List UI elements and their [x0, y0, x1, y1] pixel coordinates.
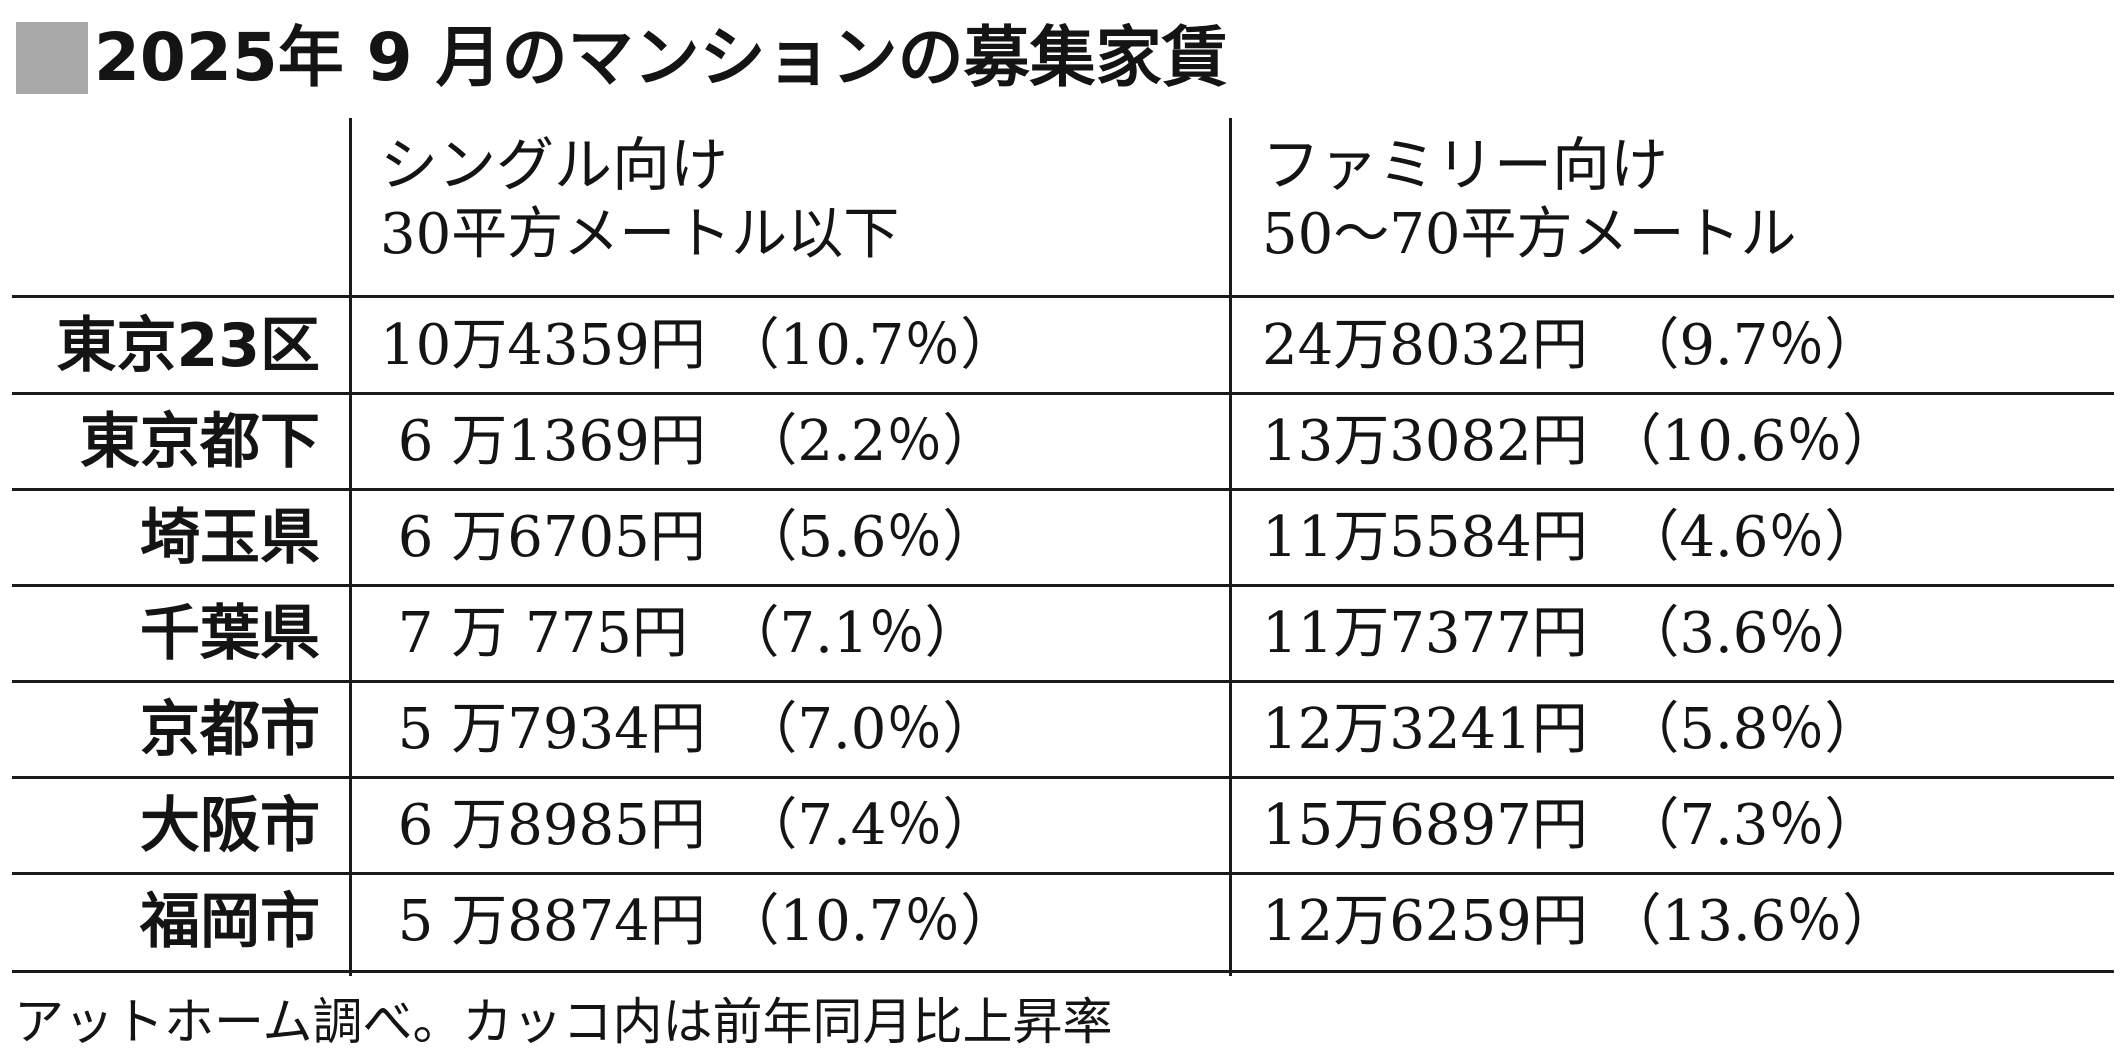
header-bottom-rule	[12, 295, 2114, 298]
row-label: 東京23区	[56, 311, 321, 381]
row-label: 東京都下	[80, 407, 320, 477]
single-rent-cell: 10万4359円 （10.7％）	[380, 313, 1017, 378]
page-title-row: 2025年 9 月のマンションの募集家賃	[16, 18, 1228, 98]
family-rent-cell: 12万6259円 （13.6％）	[1262, 889, 1899, 954]
source-footnote: アットホーム調べ。カッコ内は前年同月比上昇率	[14, 993, 1113, 1051]
family-rent-cell: 24万8032円 （9.7％）	[1262, 313, 1881, 378]
column-header-single-sub: 30平方メートル以下	[380, 202, 900, 267]
row-divider	[12, 680, 2114, 683]
row-divider	[12, 392, 2114, 395]
column-header-family-label: ファミリー向け	[1262, 131, 1669, 199]
family-rent-cell: 11万5584円 （4.6％）	[1262, 505, 1881, 570]
single-rent-cell: 7 万 775円 （7.1％）	[380, 601, 981, 666]
row-divider	[12, 488, 2114, 491]
family-rent-cell: 11万7377円 （3.6％）	[1262, 601, 1881, 666]
row-label: 大阪市	[140, 791, 320, 861]
column-header-family-sub: 50〜70平方メートル	[1262, 202, 1797, 267]
title-marker-square	[16, 22, 88, 94]
family-rent-cell: 15万6897円 （7.3％）	[1262, 793, 1881, 858]
single-rent-cell: 6 万1369円 （2.2％）	[380, 409, 999, 474]
table-bottom-rule	[12, 970, 2114, 973]
row-label: 埼玉県	[140, 503, 320, 573]
column-header-single-label: シングル向け	[380, 131, 729, 199]
single-rent-cell: 5 万8874円 （10.7％）	[380, 889, 1017, 954]
single-rent-cell: 6 万6705円 （5.6％）	[380, 505, 999, 570]
single-rent-cell: 5 万7934円 （7.0％）	[380, 697, 999, 762]
family-rent-cell: 12万3241円 （5.8％）	[1262, 697, 1881, 762]
column-divider-left	[349, 118, 352, 976]
single-rent-cell: 6 万8985円 （7.4％）	[380, 793, 999, 858]
row-label: 千葉県	[140, 599, 320, 669]
row-divider	[12, 584, 2114, 587]
family-rent-cell: 13万3082円 （10.6％）	[1262, 409, 1899, 474]
row-divider	[12, 776, 2114, 779]
column-divider-right	[1229, 118, 1232, 976]
column-header-family: ファミリー向け 50〜70平方メートル	[1262, 130, 1797, 270]
page-title: 2025年 9 月のマンションの募集家賃	[94, 19, 1228, 96]
row-label: 福岡市	[140, 887, 320, 957]
row-label: 京都市	[140, 695, 320, 765]
column-header-single: シングル向け 30平方メートル以下	[380, 130, 899, 270]
row-divider	[12, 872, 2114, 875]
